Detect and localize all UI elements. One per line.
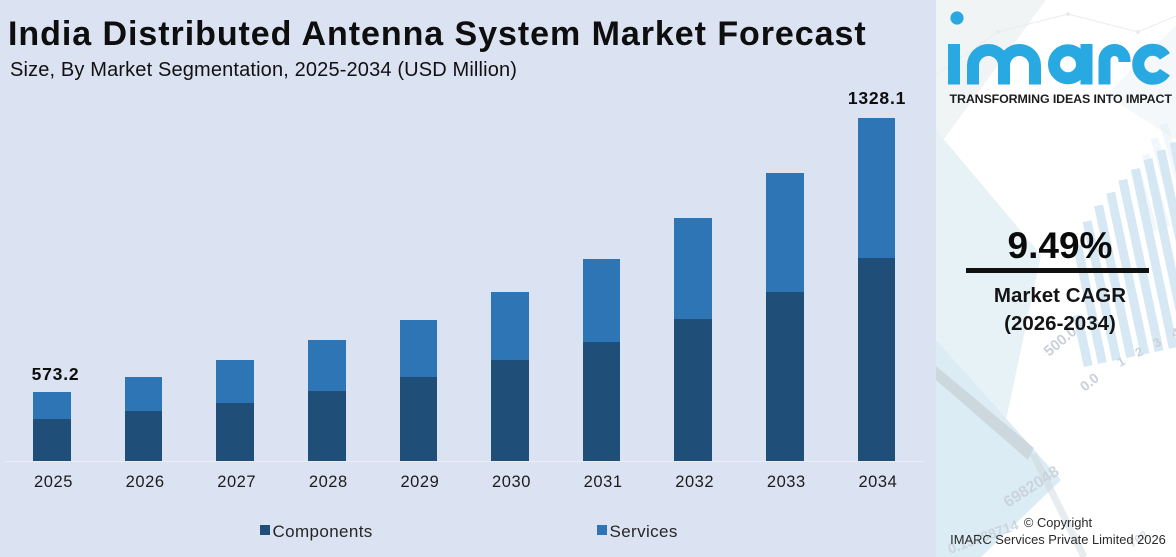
svg-text:0.0: 0.0 — [1077, 369, 1102, 394]
